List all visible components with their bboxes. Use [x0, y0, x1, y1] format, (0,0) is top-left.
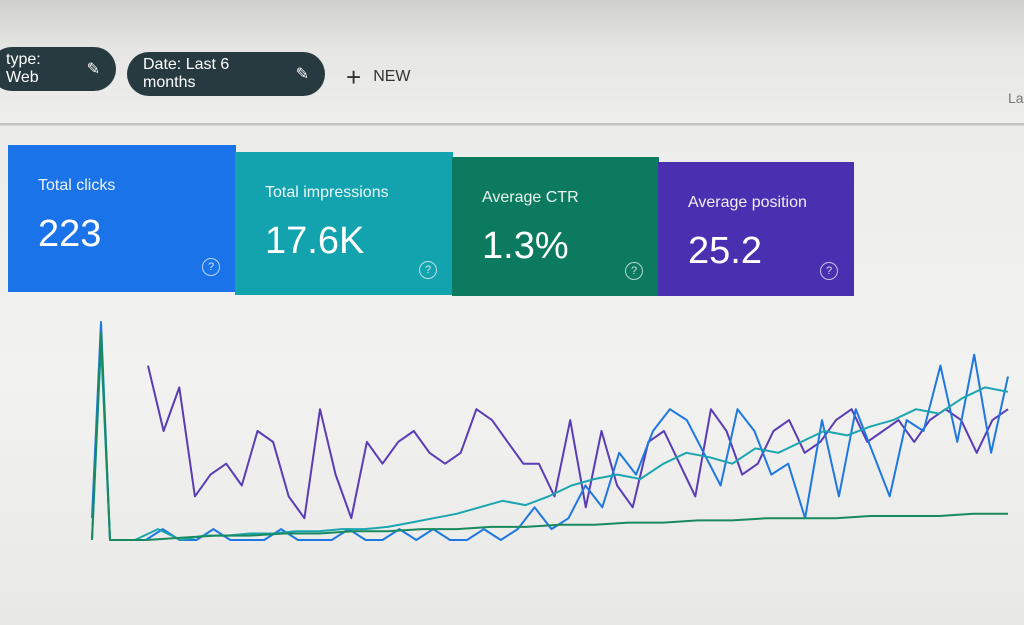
- metric-label: Total impressions: [265, 184, 389, 201]
- filter-label: type: Web: [6, 51, 41, 86]
- metric-card-average-ctr[interactable]: Average CTR 1.3% ?: [452, 157, 659, 296]
- new-label: NEW: [373, 68, 411, 85]
- corner-text: La: [1008, 90, 1024, 106]
- help-icon[interactable]: ?: [820, 262, 838, 280]
- metric-card-total-impressions[interactable]: Total impressions 17.6K ?: [235, 152, 453, 295]
- metric-value: 17.6K: [265, 220, 365, 262]
- series-line-0: [147, 365, 1009, 520]
- filter-chip-date[interactable]: Date: Last 6 months ✎: [127, 52, 325, 96]
- metric-label: Average position: [688, 194, 807, 211]
- metric-card-average-position[interactable]: Average position 25.2 ?: [658, 162, 854, 296]
- metric-value: 223: [38, 213, 102, 255]
- new-filter-button[interactable]: + NEW: [346, 64, 411, 90]
- pencil-icon[interactable]: ✎: [295, 66, 309, 83]
- help-icon[interactable]: ?: [419, 261, 437, 279]
- metric-value: 1.3%: [482, 225, 569, 267]
- filter-chip-search-type[interactable]: type: Web ✎: [0, 47, 116, 91]
- metric-label: Average CTR: [482, 189, 579, 206]
- filter-label: Date: Last 6 months: [143, 56, 230, 91]
- divider: [0, 123, 1024, 125]
- series-line-1: [91, 321, 1009, 541]
- metric-value: 25.2: [688, 230, 762, 272]
- series-line-2: [91, 342, 1009, 541]
- help-icon[interactable]: ?: [202, 258, 220, 276]
- pencil-icon[interactable]: ✎: [86, 61, 100, 78]
- help-icon[interactable]: ?: [625, 262, 643, 280]
- series-line-3: [91, 331, 1008, 541]
- metric-label: Total clicks: [38, 177, 116, 194]
- plus-icon: +: [346, 62, 362, 92]
- metric-card-total-clicks[interactable]: Total clicks 223 ?: [8, 145, 236, 292]
